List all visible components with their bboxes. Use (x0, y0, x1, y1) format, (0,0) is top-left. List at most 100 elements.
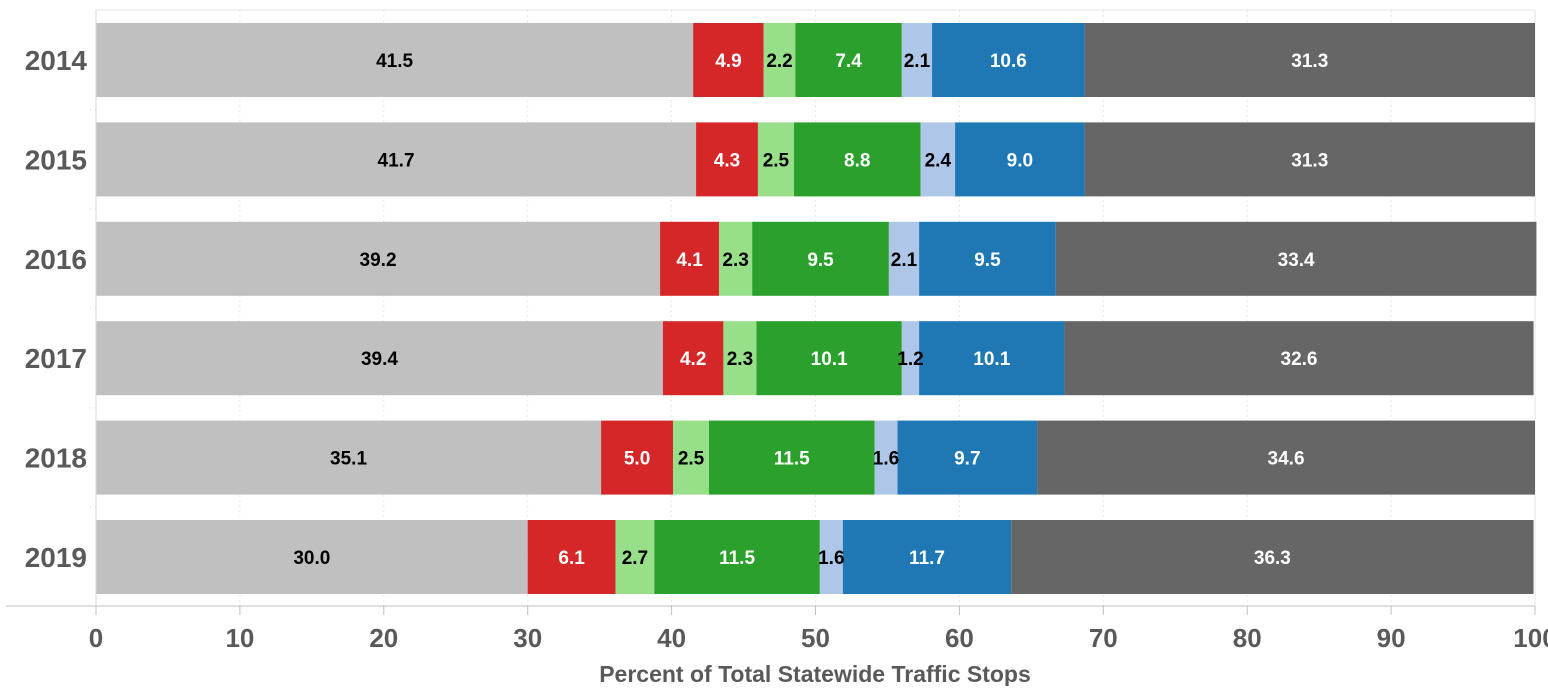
data-label: 9.5 (974, 250, 1001, 271)
bar-segment (752, 221, 889, 296)
y-category-label: 2019 (25, 542, 87, 573)
data-label: 1.6 (818, 548, 844, 569)
bar-segment (888, 221, 920, 296)
data-label: 11.7 (909, 548, 945, 569)
bar-segment (901, 321, 920, 396)
data-label: 2.3 (722, 250, 748, 271)
data-label: 6.1 (558, 548, 585, 569)
x-axis-title: Percent of Total Statewide Traffic Stops (599, 661, 1031, 686)
bar-segment (795, 23, 902, 97)
data-label: 2.2 (766, 51, 792, 72)
data-label: 32.6 (1281, 349, 1318, 370)
data-label: 39.4 (361, 349, 398, 370)
data-label: 2.4 (925, 150, 952, 171)
bar-segment (842, 520, 1012, 594)
bar-segment (1084, 23, 1535, 97)
y-category-label: 2014 (25, 45, 88, 76)
bar-segment (96, 122, 697, 197)
data-label: 11.5 (719, 548, 755, 569)
x-tick-label: 0 (89, 623, 103, 653)
data-label: 9.0 (1007, 150, 1033, 171)
bar-segment (723, 321, 757, 396)
y-category-label: 2015 (25, 144, 87, 175)
bar-segment (673, 420, 710, 495)
bar-segment (693, 23, 764, 97)
data-label: 33.4 (1278, 250, 1315, 271)
bar-segment (932, 23, 1085, 97)
data-label: 10.6 (990, 51, 1027, 72)
data-label: 4.2 (680, 349, 706, 370)
x-tick-label: 60 (945, 623, 974, 653)
bar-segment (919, 221, 1056, 296)
data-label: 4.9 (715, 51, 741, 72)
y-category-label: 2018 (25, 443, 87, 474)
data-label: 1.2 (897, 349, 923, 370)
bar-segment (1055, 221, 1537, 296)
data-label: 31.3 (1291, 51, 1328, 72)
x-tick-label: 30 (513, 623, 542, 653)
bar-segment (874, 420, 898, 495)
bar-segment (897, 420, 1038, 495)
bar-segment (757, 122, 794, 197)
grid-lines (90, 9, 1536, 606)
x-tick-label: 10 (225, 623, 254, 653)
y-category-label: 2016 (25, 244, 87, 275)
data-label: 2.1 (904, 51, 931, 72)
x-tick-label: 50 (801, 623, 830, 653)
bar-segment (1011, 520, 1534, 594)
bar-segment (756, 321, 902, 396)
bar-segment (96, 520, 528, 594)
bar-segment (601, 420, 674, 495)
data-label: 2.1 (891, 250, 918, 271)
data-label: 2.7 (622, 548, 648, 569)
axes: 0 10 20 30 40 50 60 70 80 90 100 2014 2015 2016 2017 20… (6, 10, 1548, 653)
data-label: 8.8 (844, 150, 870, 171)
bar-segment (920, 122, 956, 197)
data-label: 36.3 (1254, 548, 1291, 569)
data-label: 5.0 (624, 449, 650, 470)
x-tick-label: 20 (369, 623, 398, 653)
data-label: 10.1 (811, 349, 848, 370)
bar-segment (1064, 321, 1534, 396)
data-label: 1.6 (873, 449, 899, 470)
bar-value-labels: 41.5 4.9 2.2 7.4 2.1 10.6 31.3 41.7 4.3 2.5 8.8 2.4… (293, 51, 1328, 569)
x-tick-label: 90 (1377, 623, 1406, 653)
bar-segment (527, 520, 616, 594)
data-label: 34.6 (1268, 449, 1305, 470)
bar-segment (819, 520, 843, 594)
data-label: 9.7 (954, 449, 980, 470)
bar-segment (1037, 420, 1535, 495)
data-label: 7.4 (835, 51, 862, 72)
bar-segment (96, 321, 663, 396)
bars (96, 23, 1537, 594)
bar-segment (654, 520, 820, 594)
data-label: 2.3 (727, 349, 753, 370)
y-category-label: 2017 (25, 343, 87, 374)
bar-segment (96, 23, 694, 97)
x-tick-label: 100 (1513, 623, 1548, 653)
data-label: 2.5 (763, 150, 790, 171)
bar-segment (955, 122, 1085, 197)
bar-segment (709, 420, 875, 495)
bar-segment (615, 520, 655, 594)
data-label: 2.5 (678, 449, 705, 470)
data-label: 10.1 (973, 349, 1010, 370)
bar-segment (96, 221, 661, 296)
data-label: 31.3 (1291, 150, 1328, 171)
bar-segment (1084, 122, 1535, 197)
bar-segment (96, 420, 602, 495)
data-label: 41.5 (376, 51, 413, 72)
bar-segment (793, 122, 921, 197)
data-label: 9.5 (807, 250, 834, 271)
data-label: 35.1 (330, 449, 367, 470)
bar-segment (719, 221, 753, 296)
data-label: 39.2 (360, 250, 397, 271)
bar-segment (763, 23, 796, 97)
bar-segment (662, 321, 724, 396)
data-label: 11.5 (774, 449, 810, 470)
x-tick-label: 80 (1233, 623, 1262, 653)
data-label: 41.7 (378, 150, 415, 171)
bar-segment (696, 122, 758, 197)
